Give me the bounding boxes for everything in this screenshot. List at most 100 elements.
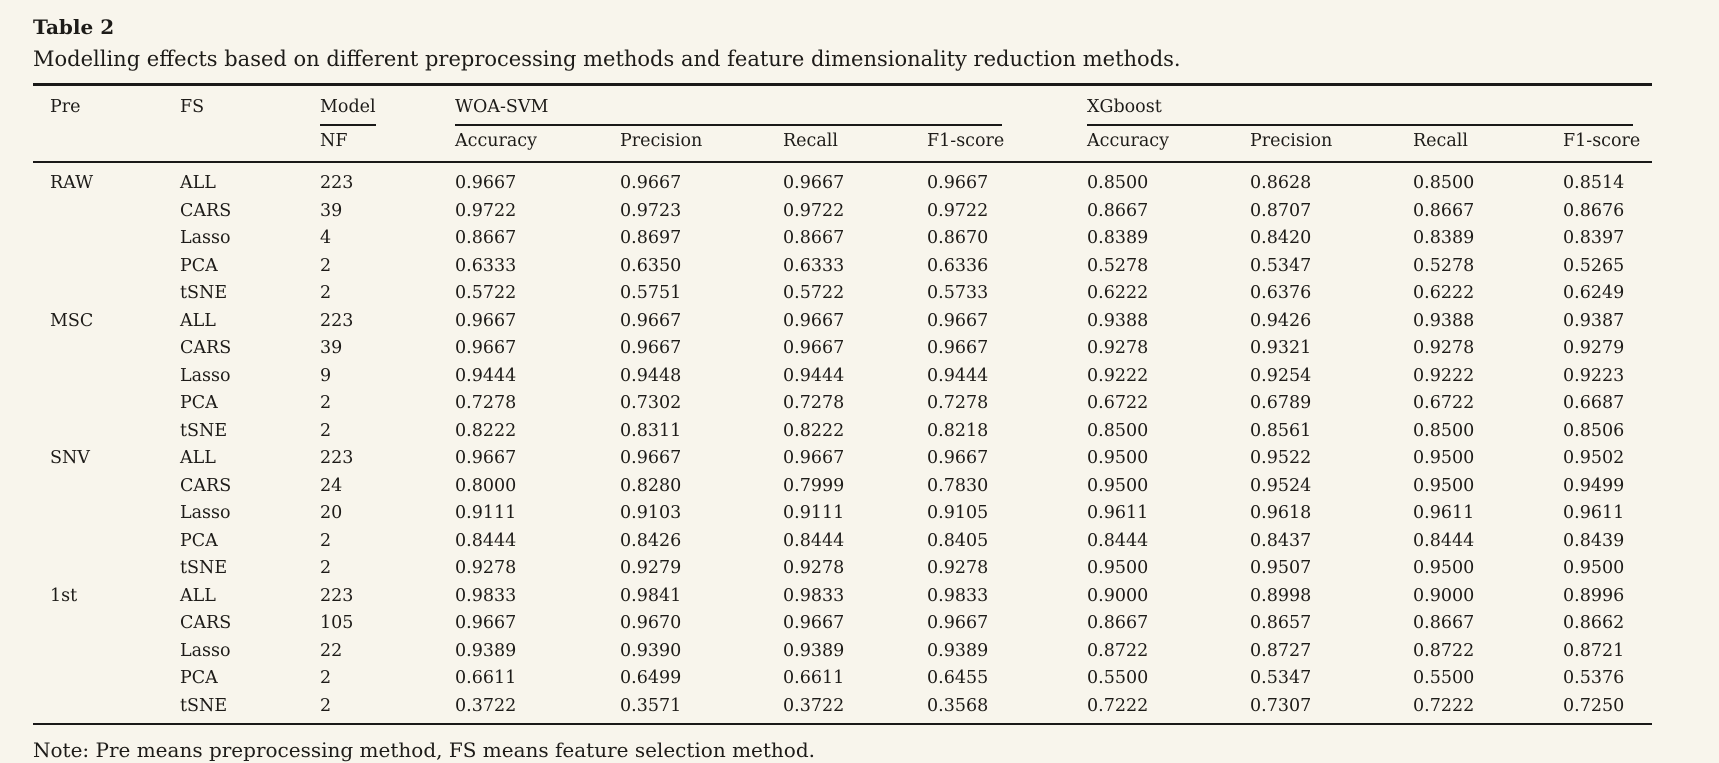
cell-xgb-f1-score: 0.9500 (1563, 558, 1625, 578)
cell-xgb-recall: 0.8667 (1413, 200, 1475, 221)
cell-nf: 2 (320, 668, 332, 688)
col-header-xgb-precision: Precision (1250, 126, 1413, 163)
cell-woa-recall: 0.9389 (783, 640, 845, 661)
cell-xgb-precision: 0.8707 (1250, 200, 1312, 221)
cell-xgb-accuracy: 0.6222 (1087, 283, 1149, 303)
table-row: tSNE 2 0.8222 0.8311 0.8222 0.8218 0.8500 0.856… (33, 418, 1652, 446)
cell-pre (33, 610, 180, 638)
cell-nf: 22 (320, 640, 343, 661)
cell-fs: PCA (180, 668, 218, 688)
cell-pre (33, 225, 180, 253)
cell-xgb-recall: 0.6222 (1413, 283, 1475, 303)
cell-woa-accuracy: 0.9667 (455, 173, 517, 193)
cell-woa-accuracy: 0.9444 (455, 365, 517, 386)
cell-pre (33, 253, 180, 281)
table-row: CARS 105 0.9667 0.9670 0.9667 0.9667 0.8667 0.8… (33, 610, 1652, 638)
cell-woa-f1-score: 0.8405 (927, 530, 989, 551)
cell-woa-f1-score: 0.9667 (927, 173, 989, 193)
cell-xgb-recall: 0.8667 (1413, 613, 1475, 633)
cell-fs: CARS (180, 338, 232, 358)
cell-pre (33, 692, 180, 725)
cell-xgb-accuracy: 0.8667 (1087, 613, 1149, 633)
cell-woa-f1-score: 0.9722 (927, 200, 989, 221)
cell-fs: CARS (180, 613, 232, 633)
cell-xgb-precision: 0.9507 (1250, 558, 1312, 578)
table-row: Lasso 4 0.8667 0.8697 0.8667 0.8670 0.8389 0.84… (33, 225, 1652, 253)
col-header-xgb-recall: Recall (1413, 126, 1563, 163)
cell-fs: ALL (180, 173, 216, 193)
cell-woa-recall: 0.9667 (783, 338, 845, 358)
cell-woa-recall: 0.7999 (783, 475, 845, 496)
table-note: Note: Pre means preprocessing method, FS… (33, 738, 815, 762)
cell-woa-accuracy: 0.6333 (455, 255, 517, 276)
cell-xgb-f1-score: 0.8514 (1563, 173, 1625, 193)
cell-woa-f1-score: 0.8218 (927, 420, 989, 441)
cell-xgb-recall: 0.6722 (1413, 393, 1475, 413)
cell-pre (33, 528, 180, 556)
cell-woa-f1-score: 0.9105 (927, 503, 989, 523)
cell-woa-f1-score: 0.7830 (927, 475, 989, 496)
cell-woa-precision: 0.9723 (620, 200, 682, 221)
cell-woa-precision: 0.8280 (620, 475, 682, 496)
cell-woa-precision: 0.8697 (620, 228, 682, 248)
col-header-xgb-accuracy: Accuracy (1087, 126, 1250, 163)
cell-pre (33, 665, 180, 693)
cell-woa-f1-score: 0.9444 (927, 365, 989, 386)
cell-xgb-precision: 0.7307 (1250, 692, 1413, 725)
cell-nf: 2 (320, 255, 332, 276)
cell-xgb-precision: 0.8628 (1250, 173, 1312, 193)
cell-woa-accuracy: 0.8000 (455, 475, 517, 496)
table-row: PCA 2 0.8444 0.8426 0.8444 0.8405 0.8444 0.8437… (33, 528, 1652, 556)
cell-pre (33, 418, 180, 446)
cell-woa-precision: 0.9667 (620, 338, 682, 358)
cell-xgb-recall: 0.5500 (1413, 668, 1475, 688)
cell-xgb-accuracy: 0.8444 (1087, 530, 1149, 551)
cell-xgb-accuracy: 0.8500 (1087, 173, 1149, 193)
cell-woa-recall: 0.9278 (783, 558, 845, 578)
cell-woa-precision: 0.7302 (620, 393, 682, 413)
cell-woa-precision: 0.9667 (620, 310, 682, 331)
cell-nf: 4 (320, 228, 332, 248)
cell-fs: PCA (180, 393, 218, 413)
table-header: Pre FS Model WOA-SVM XGboost NF Accuracy… (33, 84, 1653, 163)
table-row: tSNE 2 0.9278 0.9279 0.9278 0.9278 0.9500 0.950… (33, 555, 1652, 583)
col-header-fs: FS (180, 84, 320, 163)
cell-woa-accuracy: 0.7278 (455, 393, 517, 413)
cell-pre (33, 555, 180, 583)
cell-xgb-recall: 0.5278 (1413, 255, 1475, 276)
cell-xgb-accuracy: 0.5278 (1087, 255, 1149, 276)
cell-xgb-accuracy: 0.7222 (1087, 692, 1250, 725)
cell-woa-accuracy: 0.6611 (455, 668, 517, 688)
cell-xgb-accuracy: 0.8500 (1087, 420, 1149, 441)
table-title: Table 2 (33, 15, 115, 39)
cell-woa-recall: 0.8444 (783, 530, 845, 551)
cell-pre: 1st (50, 585, 78, 606)
cell-woa-f1-score: 0.9667 (927, 310, 989, 331)
cell-woa-f1-score: 0.9833 (927, 585, 989, 606)
cell-fs: Lasso (180, 503, 231, 523)
cell-woa-precision: 0.6499 (620, 668, 682, 688)
cell-nf: 20 (320, 503, 343, 523)
cell-xgb-recall: 0.8500 (1413, 420, 1475, 441)
cell-xgb-f1-score: 0.8721 (1563, 640, 1625, 661)
cell-xgb-precision: 0.9254 (1250, 365, 1312, 386)
table-row: SNV ALL 223 0.9667 0.9667 0.9667 0.9667 0.9500 0… (33, 445, 1652, 473)
cell-nf: 223 (320, 173, 354, 193)
cell-pre (33, 363, 180, 391)
table-row: tSNE 2 0.5722 0.5751 0.5722 0.5733 0.6222 0.637… (33, 280, 1652, 308)
cell-fs: ALL (180, 585, 216, 606)
header-row-metrics: NF Accuracy Precision Recall F1-score Ac… (33, 126, 1653, 163)
cell-nf: 2 (320, 530, 332, 551)
cell-woa-f1-score: 0.3568 (927, 692, 1087, 725)
cell-xgb-f1-score: 0.7250 (1563, 692, 1653, 725)
cell-xgb-f1-score: 0.6249 (1563, 283, 1625, 303)
cell-woa-recall: 0.9833 (783, 585, 845, 606)
table-row: CARS 39 0.9722 0.9723 0.9722 0.9722 0.8667 0.87… (33, 198, 1652, 226)
cell-woa-f1-score: 0.9389 (927, 640, 989, 661)
cell-woa-accuracy: 0.9667 (455, 310, 517, 331)
cell-xgb-precision: 0.8998 (1250, 585, 1312, 606)
cell-woa-f1-score: 0.9667 (927, 448, 989, 468)
cell-xgb-accuracy: 0.8722 (1087, 640, 1149, 661)
cell-woa-recall: 0.9444 (783, 365, 845, 386)
cell-xgb-precision: 0.9321 (1250, 338, 1312, 358)
